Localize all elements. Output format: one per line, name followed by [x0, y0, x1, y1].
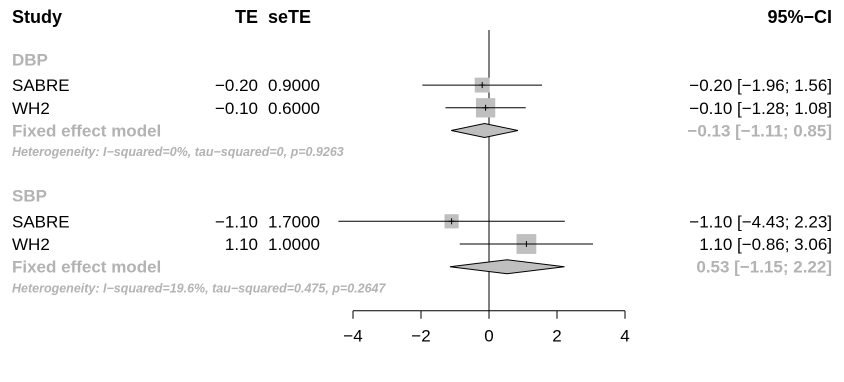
heterogeneity-text: Heterogeneity: I−squared=0%, tau−squared… [12, 145, 344, 159]
x-tick-label: 2 [552, 327, 561, 346]
pooled-diamond [451, 122, 519, 139]
study-sete: 0.9000 [268, 76, 320, 95]
study-te: 1.10 [225, 235, 258, 254]
study-label: WH2 [12, 99, 50, 118]
pooled-label: Fixed effect model [12, 258, 161, 277]
group-label: SBP [12, 187, 47, 206]
x-axis: −4 −2 0 2 4 [343, 310, 630, 346]
header-ci: 95%−CI [767, 7, 832, 27]
pooled-diamond [449, 259, 565, 275]
group-label: DBP [12, 50, 48, 69]
header-study: Study [12, 7, 62, 27]
column-header: Study TE seTE 95%−CI [12, 7, 832, 27]
study-ci-text: −1.10 [−4.43; 2.23] [689, 212, 832, 231]
study-ci-text: −0.10 [−1.28; 1.08] [689, 99, 832, 118]
header-te: TE [235, 7, 258, 27]
study-te: −1.10 [215, 212, 258, 231]
pooled-ci-text: −0.13 [−1.11; 0.85] [687, 122, 832, 141]
marks-layer [338, 77, 594, 275]
x-tick-label: −2 [411, 327, 430, 346]
heterogeneity-text: Heterogeneity: I−squared=19.6%, tau−squa… [12, 281, 386, 295]
study-sete: 1.7000 [268, 212, 320, 231]
study-label: WH2 [12, 235, 50, 254]
study-label: SABRE [12, 76, 70, 95]
study-label: SABRE [12, 212, 70, 231]
x-tick-label: 0 [484, 327, 493, 346]
pooled-ci-text: 0.53 [−1.15; 2.22] [696, 258, 832, 277]
x-tick-label: 4 [620, 327, 629, 346]
study-ci-text: −0.20 [−1.96; 1.56] [689, 76, 832, 95]
study-sete: 0.6000 [268, 99, 320, 118]
pooled-label: Fixed effect model [12, 122, 161, 141]
study-sete: 1.0000 [268, 235, 320, 254]
text-layer: DBP SABRE −0.20 0.9000 −0.20 [−1.96; 1.56] WH… [12, 50, 832, 295]
study-ci-text: 1.10 [−0.86; 3.06] [699, 235, 832, 254]
x-tick-label: −4 [343, 327, 362, 346]
study-te: −0.20 [215, 76, 258, 95]
header-sete: seTE [268, 7, 311, 27]
study-te: −0.10 [215, 99, 258, 118]
